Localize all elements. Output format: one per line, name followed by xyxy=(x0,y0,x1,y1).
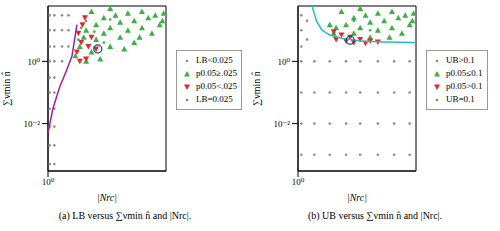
svg-text:10⁰: 10⁰ xyxy=(27,57,40,67)
svg-text:∑νmin n̂: ∑νmin n̂ xyxy=(8,71,12,106)
svg-text:10⁰: 10⁰ xyxy=(292,177,305,187)
svg-text:10⁻²: 10⁻² xyxy=(274,119,291,129)
html-text:(a) LB versus ∑νmin n̂ and |Nr: (a) LB versus ∑νmin n̂ and |Nrc|. xyxy=(58,210,192,221)
html-text:UB=0.1: UB=0.1 xyxy=(446,94,475,104)
html-text:(b) UB versus ∑νmin n̂ and |Nr: (b) UB versus ∑νmin n̂ and |Nrc|. xyxy=(307,210,443,221)
svg-text:∑νmin n̂: ∑νmin n̂ xyxy=(251,71,262,106)
html-text:p0.05>0.1: p0.05>0.1 xyxy=(446,81,483,91)
svg-text:|Nrc|: |Nrc| xyxy=(97,192,117,203)
svg-text:10⁰: 10⁰ xyxy=(42,177,55,187)
html-text:p0.05<.025: p0.05<.025 xyxy=(196,81,238,91)
svg-text:|Nrc|: |Nrc| xyxy=(347,192,367,203)
html-text:p0.05≤0.1: p0.05≤0.1 xyxy=(446,68,483,78)
html-text:LB<0.025: LB<0.025 xyxy=(196,55,233,65)
svg-text:10⁻²: 10⁻² xyxy=(24,119,41,129)
svg-text:10⁰: 10⁰ xyxy=(277,57,290,67)
html-text:UB>0.1: UB>0.1 xyxy=(446,55,475,65)
html-text:p0.05≥.025: p0.05≥.025 xyxy=(196,68,237,78)
html-text:LB=0.025: LB=0.025 xyxy=(196,94,233,104)
